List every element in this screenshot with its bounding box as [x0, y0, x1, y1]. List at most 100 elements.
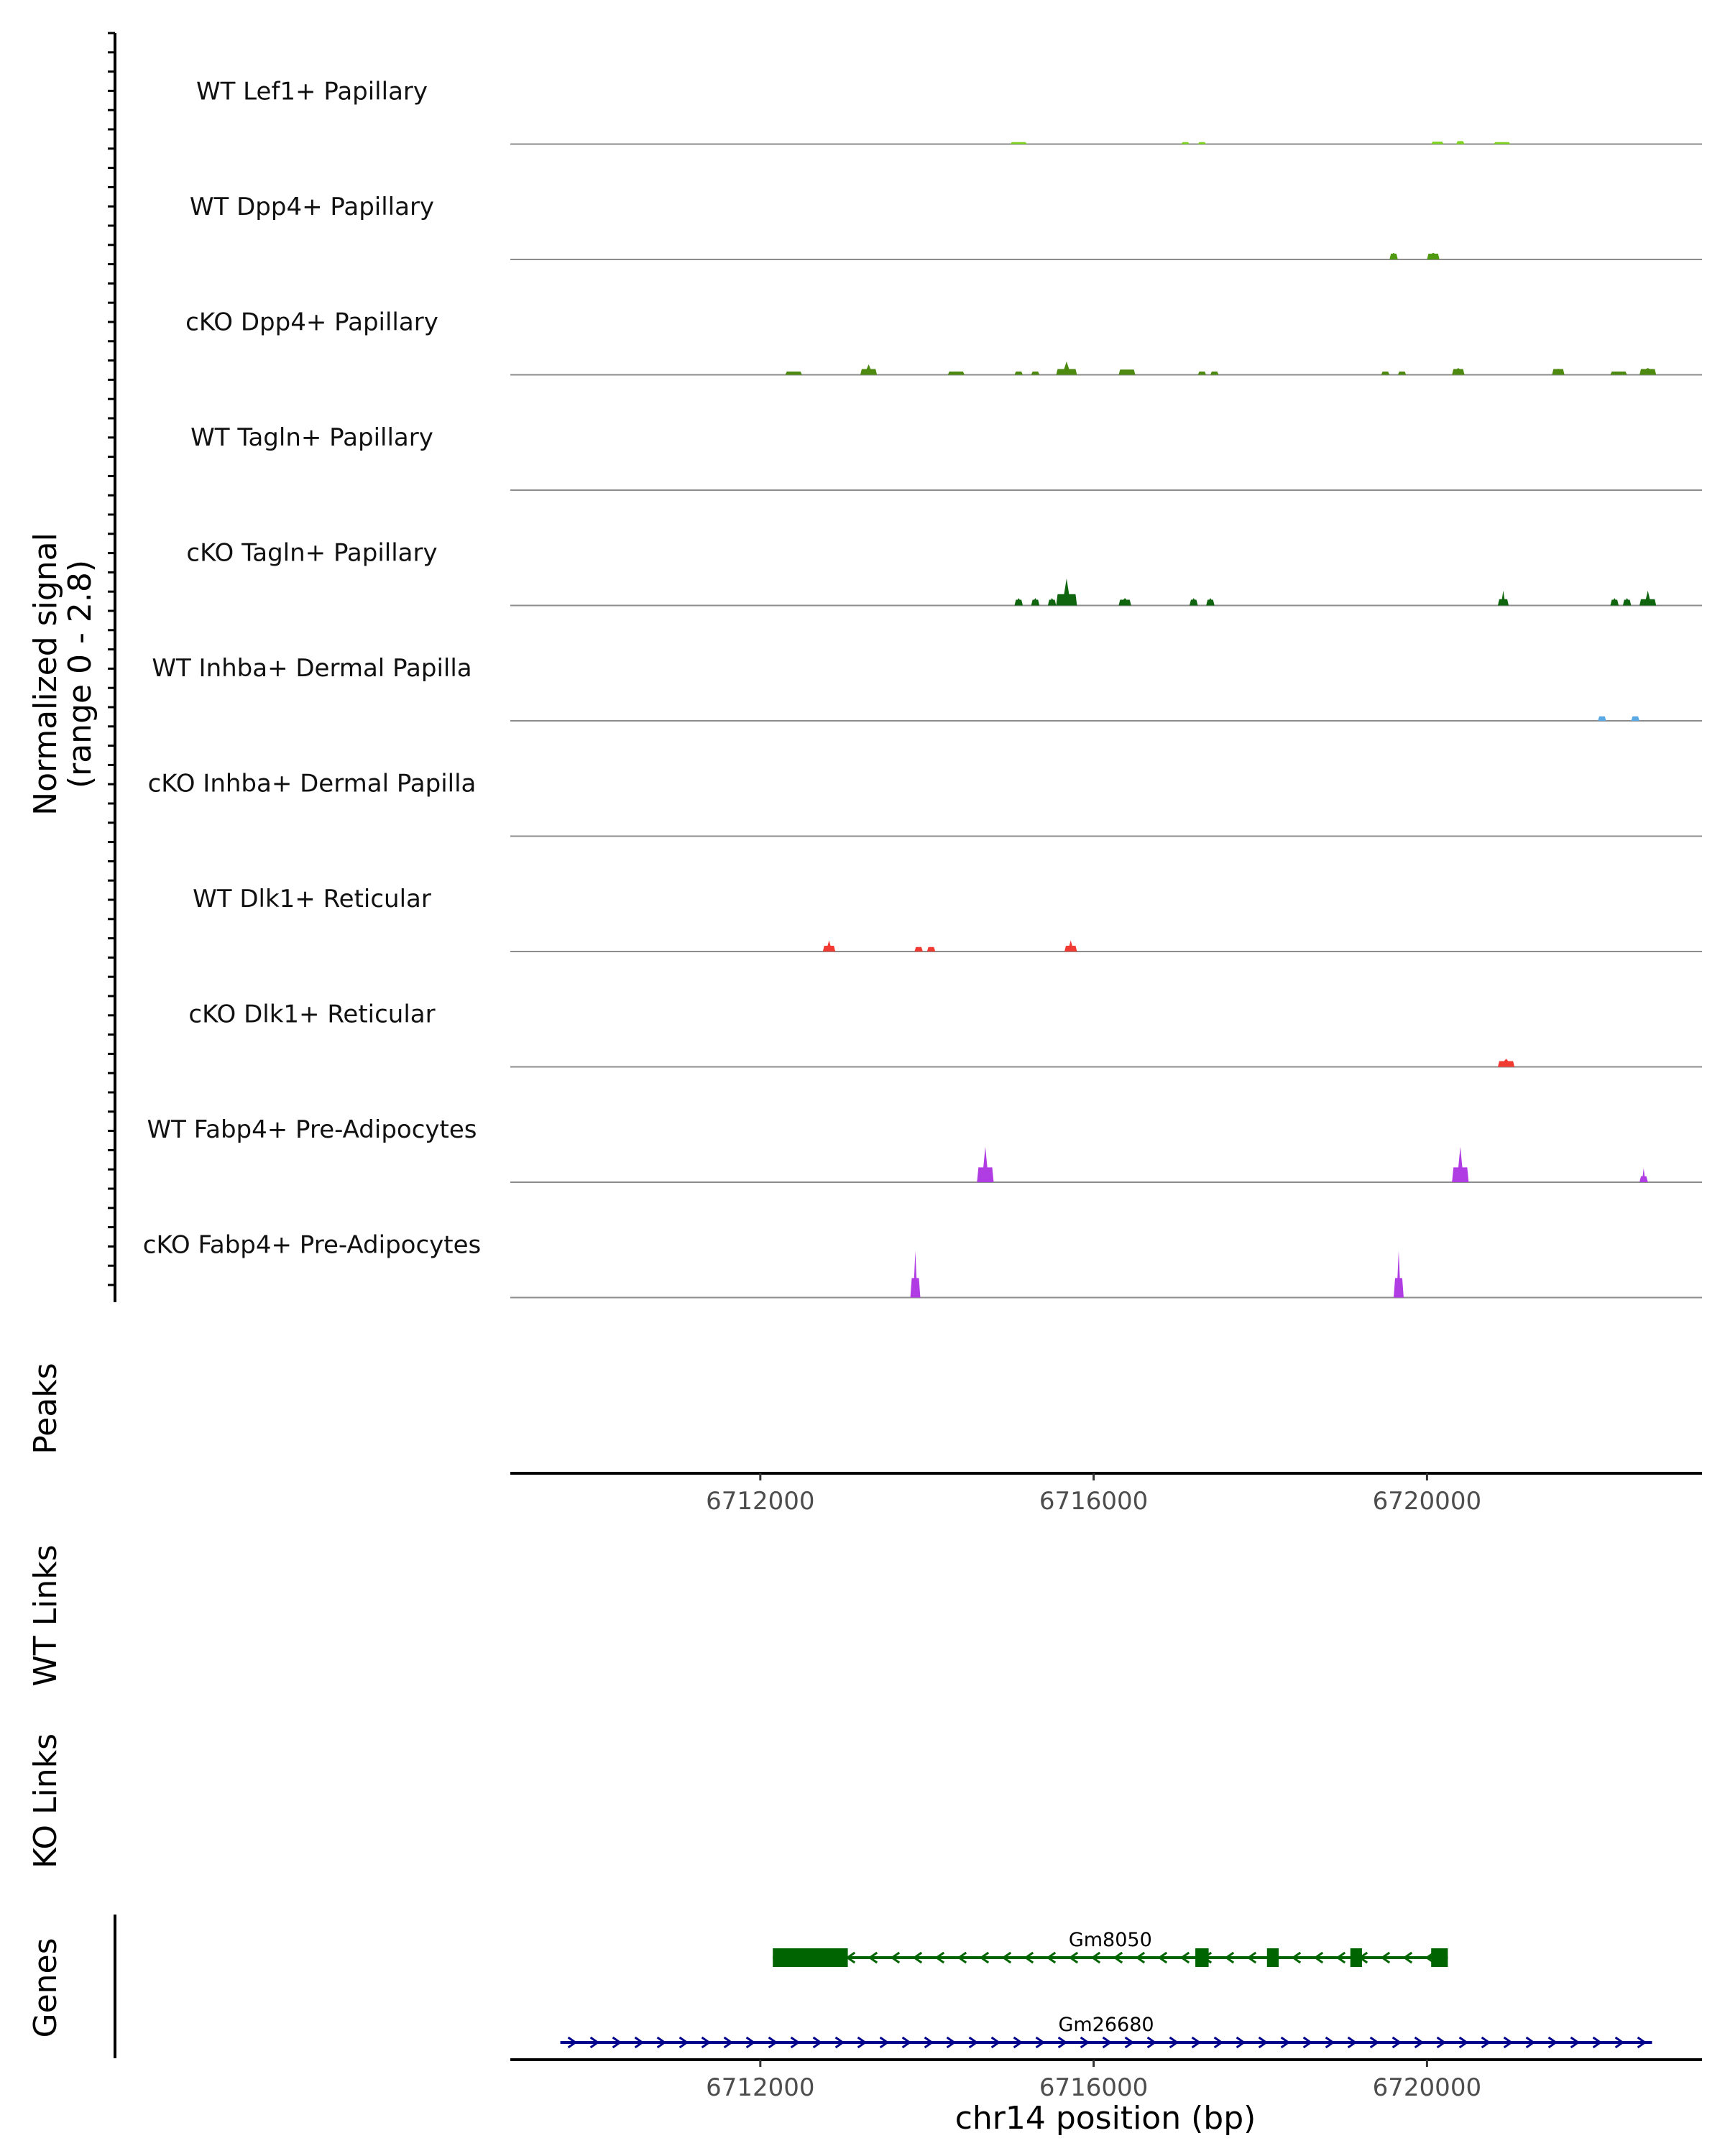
strand-arrow: [656, 2036, 667, 2049]
gene-name: Gm26680: [1058, 2014, 1154, 2036]
strand-arrow: [589, 2036, 600, 2049]
coverage-y-ticks: [108, 32, 115, 1286]
strand-arrow: [1402, 1951, 1413, 1964]
coverage-peak: [1118, 598, 1131, 606]
x-axis-title: chr14 position (bp): [955, 2100, 1256, 2137]
peaks-panel: Peaks 6712000 6716000 6720000: [27, 1363, 1702, 1516]
strand-arrow: [745, 2036, 756, 2049]
strand-arrow: [1001, 1951, 1012, 1964]
coverage-peak: [1014, 598, 1024, 606]
coverage-track: cKO Inhba+ Dermal Papilla: [148, 770, 1702, 837]
strand-arrow: [701, 2036, 712, 2049]
track-label: WT Dpp4+ Papillary: [190, 193, 434, 221]
coverage-peak: [822, 940, 836, 952]
strand-arrow: [612, 2036, 622, 2049]
strand-arrow: [957, 1951, 967, 1964]
coverage-peak: [1610, 598, 1619, 606]
strand-arrow: [1024, 1951, 1034, 1964]
gene-name: Gm8050: [1069, 1929, 1152, 1951]
strand-arrow: [812, 2036, 823, 2049]
coverage-peak: [1494, 142, 1511, 144]
strand-arrow: [1369, 2036, 1380, 2049]
coverage-peak: [1497, 1059, 1515, 1067]
strand-arrow: [1246, 1951, 1257, 1964]
strand-arrow: [1146, 2036, 1157, 2049]
coverage-peak: [1189, 598, 1198, 606]
wt-links-label: WT Links: [27, 1544, 64, 1686]
track-label: cKO Inhba+ Dermal Papilla: [148, 770, 477, 798]
genes-x-ticks: 6712000 6716000 6720000: [706, 2060, 1481, 2102]
x-tick-label: 6712000: [706, 2073, 814, 2102]
strand-arrow: [1213, 2036, 1224, 2049]
strand-arrow: [1169, 2036, 1179, 2049]
x-tick-label: 6720000: [1373, 1487, 1481, 1516]
coverage-peak: [1118, 369, 1136, 375]
coverage-peak: [1639, 368, 1657, 375]
strand-arrow: [890, 1951, 901, 1964]
gene-exon: [1350, 1948, 1362, 1967]
coverage-peak: [1010, 142, 1027, 144]
strand-arrow: [1224, 1951, 1235, 1964]
strand-arrow: [1302, 2036, 1313, 2049]
coverage-peak: [1610, 371, 1627, 375]
coverage-track: cKO Dlk1+ Reticular: [188, 1000, 1702, 1068]
coverage-peak: [1427, 252, 1440, 259]
coverage-track: WT Inhba+ Dermal Papilla: [152, 654, 1702, 722]
strand-arrow: [1380, 1951, 1391, 1964]
coverage-peak: [1031, 598, 1040, 606]
coverage-peak: [1631, 716, 1640, 721]
strand-arrow: [946, 2036, 957, 2049]
strand-arrow: [834, 2036, 845, 2049]
coverage-peak: [1014, 371, 1024, 375]
strand-arrow: [968, 2036, 979, 2049]
strand-arrow: [768, 2036, 778, 2049]
track-label: WT Lef1+ Papillary: [196, 78, 428, 106]
track-label: WT Fabp4+ Pre-Adipocytes: [147, 1115, 477, 1144]
strand-arrow: [1414, 2036, 1425, 2049]
strand-arrow: [1458, 2036, 1469, 2049]
track-label: cKO Tagln+ Papillary: [186, 539, 437, 568]
strand-arrow: [1191, 2036, 1202, 2049]
coverage-track: WT Tagln+ Papillary: [190, 423, 1702, 491]
strand-arrow: [912, 1951, 923, 1964]
coverage-track: WT Fabp4+ Pre-Adipocytes: [147, 1115, 1702, 1183]
strand-arrow: [979, 1951, 990, 1964]
strand-arrow: [1503, 2036, 1514, 2049]
strand-arrow: [1570, 2036, 1581, 2049]
strand-arrow: [1258, 2036, 1269, 2049]
strand-arrow: [1547, 2036, 1558, 2049]
strand-arrow: [901, 2036, 912, 2049]
ko-links-label: KO Links: [27, 1733, 64, 1869]
coverage-track: WT Dpp4+ Papillary: [190, 193, 1702, 260]
strand-arrow: [1035, 2036, 1046, 2049]
x-tick-label: 6716000: [1039, 2073, 1148, 2102]
coverage-peak: [785, 371, 802, 375]
gene-exon: [773, 1948, 848, 1967]
strand-arrow: [868, 1951, 878, 1964]
strand-arrow: [1179, 1951, 1190, 1964]
gene-model: Gm26680: [560, 2014, 1652, 2049]
strand-arrow: [1090, 1951, 1101, 1964]
x-tick-label: 6720000: [1373, 2073, 1481, 2102]
coverage-peak: [977, 1146, 994, 1182]
coverage-peak: [1598, 716, 1606, 721]
coverage-panel: WT Lef1+ Papillary WT Dpp4+ Papillary cKO …: [27, 32, 1702, 1302]
strand-arrow: [1046, 1951, 1057, 1964]
peaks-x-ticks: 6712000 6716000 6720000: [706, 1473, 1481, 1516]
strand-arrow: [1637, 2036, 1647, 2049]
strand-arrow: [857, 2036, 868, 2049]
strand-arrow: [924, 2036, 934, 2049]
strand-arrow: [1113, 1951, 1123, 1964]
coverage-track: WT Lef1+ Papillary: [196, 78, 1702, 145]
coverage-track: WT Dlk1+ Reticular: [193, 885, 1702, 952]
coverage-peak: [1552, 369, 1565, 375]
coverage-peak: [1389, 252, 1398, 259]
coverage-peak: [1056, 361, 1077, 375]
strand-arrow: [934, 1951, 945, 1964]
gene-exon: [1195, 1948, 1209, 1967]
gene-exon: [1266, 1948, 1279, 1967]
coverage-track: cKO Fabp4+ Pre-Adipocytes: [143, 1231, 1702, 1299]
coverage-peak: [1031, 371, 1040, 375]
strand-arrow: [1080, 2036, 1090, 2049]
track-label: cKO Dpp4+ Papillary: [185, 308, 438, 337]
